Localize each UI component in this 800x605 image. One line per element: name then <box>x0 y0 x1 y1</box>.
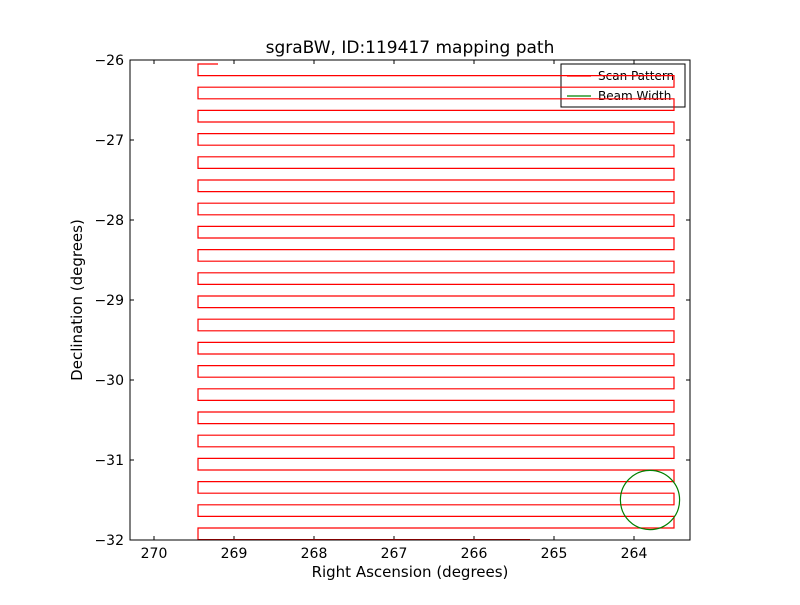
x-tick-label: 268 <box>301 546 328 562</box>
x-tick-label: 264 <box>621 546 648 562</box>
y-axis-ticks: −26 −27 −28 −29 −30 −31 −32 <box>94 53 690 549</box>
scan-pattern-line <box>197 63 675 540</box>
y-tick-label: −32 <box>94 533 124 549</box>
y-axis-label: Declination (degrees) <box>68 219 86 381</box>
x-tick-label: 270 <box>141 546 168 562</box>
legend-box <box>560 63 686 108</box>
y-tick-label: −26 <box>94 53 124 69</box>
x-tick-label: 265 <box>541 546 568 562</box>
plot-frame <box>129 59 691 541</box>
legend-label: Beam Width <box>598 89 671 103</box>
x-tick-label: 269 <box>221 546 248 562</box>
y-tick-label: −28 <box>94 213 124 229</box>
x-tick-label: 266 <box>461 546 488 562</box>
x-axis-label: Right Ascension (degrees) <box>312 563 509 581</box>
x-tick-label: 267 <box>381 546 408 562</box>
beam-width-circle <box>619 469 681 531</box>
y-tick-label: −30 <box>94 373 124 389</box>
chart-title: sgraBW, ID:119417 mapping path <box>266 38 555 58</box>
y-tick-label: −31 <box>94 453 124 469</box>
y-tick-label: −29 <box>94 293 124 309</box>
y-tick-label: −27 <box>94 133 124 149</box>
x-axis-ticks: 270 269 268 267 266 265 264 <box>141 60 648 562</box>
